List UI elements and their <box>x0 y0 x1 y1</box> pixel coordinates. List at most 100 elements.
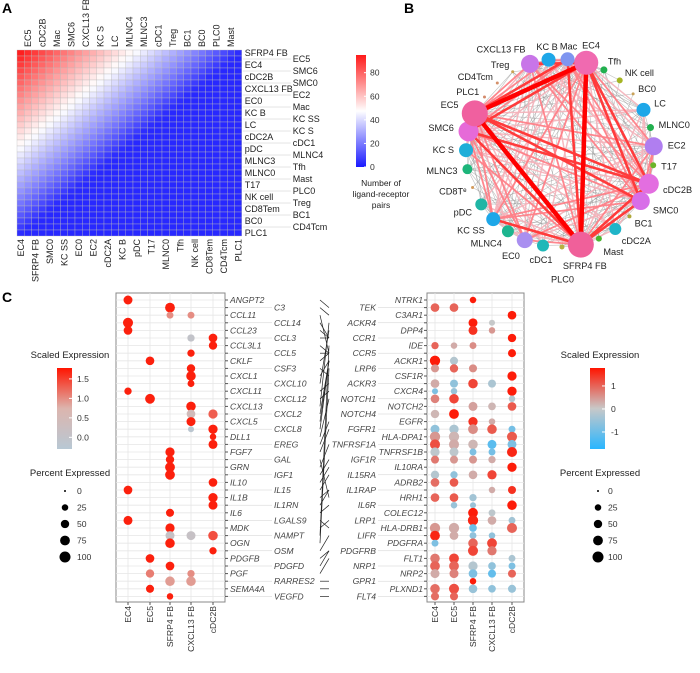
heatmap-cell <box>132 85 141 93</box>
heatmap-cell <box>89 55 97 63</box>
heatmap-cell <box>82 115 90 123</box>
heatmap-cell <box>60 181 68 189</box>
expression-dot <box>208 439 218 449</box>
heatmap-cell <box>89 193 97 201</box>
heatmap-cell <box>198 55 206 63</box>
heatmap-cell <box>227 193 235 201</box>
heatmap-cell <box>89 49 97 57</box>
network-node-label: CD8Tᵉ <box>439 186 467 196</box>
heatmap-cell <box>118 97 126 105</box>
heatmap-cell <box>125 223 134 231</box>
heatmap-cell <box>89 181 97 189</box>
heatmap-cell <box>103 85 112 93</box>
heatmap-cell <box>125 85 134 93</box>
network-node <box>646 124 654 132</box>
heatmap-cell <box>132 91 141 99</box>
gene-label: IL1RAP <box>346 485 376 495</box>
heatmap-cell <box>118 79 126 87</box>
heatmap-cell <box>60 217 68 225</box>
heatmap-cell <box>140 91 148 99</box>
expression-dot <box>449 553 459 564</box>
heatmap-cell <box>89 109 97 117</box>
expression-dot <box>468 364 478 373</box>
gene-label: NRP1 <box>353 561 376 571</box>
heatmap-cell <box>161 133 170 141</box>
size-legend-dot <box>61 504 69 511</box>
expression-dot <box>507 310 517 320</box>
heatmap-cell <box>219 217 228 225</box>
heatmap-cell <box>125 115 134 123</box>
expression-dot <box>208 424 218 434</box>
heatmap-cell <box>219 169 228 177</box>
network-node <box>541 52 556 67</box>
heatmap-cell <box>67 115 76 123</box>
heatmap-cell <box>183 49 192 57</box>
heatmap-cell <box>169 169 177 177</box>
heatmap-cell <box>111 157 119 165</box>
x-axis-label: CXCL13 FB <box>186 606 196 652</box>
network-node <box>609 223 622 236</box>
heatmap-cell <box>183 157 192 165</box>
heatmap-cell <box>118 187 126 195</box>
heatmap-cell <box>147 187 155 195</box>
x-axis-label: EC5 <box>449 606 459 623</box>
gene-label: IL1RN <box>274 500 299 510</box>
expression-dot <box>448 583 460 594</box>
heatmap-cell <box>198 73 206 81</box>
heatmap-cell <box>161 73 170 81</box>
heatmap-cell <box>147 133 155 141</box>
heatmap-cell <box>227 187 235 195</box>
heatmap-cell <box>53 223 61 231</box>
expression-dot <box>449 364 459 373</box>
expression-dot <box>507 569 517 578</box>
heatmap-cell <box>31 85 39 93</box>
network-node <box>520 54 539 73</box>
heatmap-cell <box>227 61 235 69</box>
expression-dot <box>449 409 459 419</box>
network-node-label: Mac <box>560 41 578 51</box>
network-node-label: LC <box>654 98 666 108</box>
heatmap-cell <box>96 85 105 93</box>
heatmap-cell <box>169 97 177 105</box>
heatmap-cell <box>161 199 170 207</box>
heatmap-cell <box>132 157 141 165</box>
heatmap-cell <box>190 145 199 153</box>
network-edge <box>467 130 582 246</box>
heatmap-cell <box>60 205 68 213</box>
heatmap-cell <box>198 175 206 183</box>
heatmap-cell <box>154 85 163 93</box>
heatmap-cell <box>140 229 148 237</box>
heatmap-cell <box>169 115 177 123</box>
heatmap-cell <box>190 49 199 57</box>
network-edge <box>578 62 589 245</box>
heatmap-cell <box>74 193 83 201</box>
heatmap-col-label: EC4 <box>16 239 26 257</box>
heatmap-cell <box>176 121 184 129</box>
heatmap-cell <box>45 175 54 183</box>
heatmap-cell <box>53 73 61 81</box>
heatmap-cell <box>227 115 235 123</box>
heatmap-cell <box>74 139 83 147</box>
expression-dot <box>165 462 175 473</box>
heatmap-cell <box>205 163 213 171</box>
expression-dot <box>469 532 477 540</box>
expression-dot <box>468 416 478 427</box>
heatmap-cell <box>82 133 90 141</box>
heatmap-cell <box>132 73 141 81</box>
heatmap-cell <box>82 97 90 105</box>
colorbar-title: Number of <box>361 178 401 188</box>
heatmap-cell <box>227 205 235 213</box>
expression-dot <box>487 439 497 449</box>
expression-dot <box>165 447 175 457</box>
heatmap-cell <box>103 163 112 171</box>
gene-label: DPP4 <box>401 325 424 335</box>
heatmap-cell <box>219 79 228 87</box>
heatmap-cell <box>183 79 192 87</box>
heatmap-cell <box>205 79 213 87</box>
heatmap-cell <box>103 223 112 231</box>
heatmap-cell <box>140 97 148 105</box>
heatmap-cell <box>74 145 83 153</box>
heatmap-cell <box>154 79 163 87</box>
heatmap-cell <box>60 169 68 177</box>
expression-dot <box>506 431 518 442</box>
